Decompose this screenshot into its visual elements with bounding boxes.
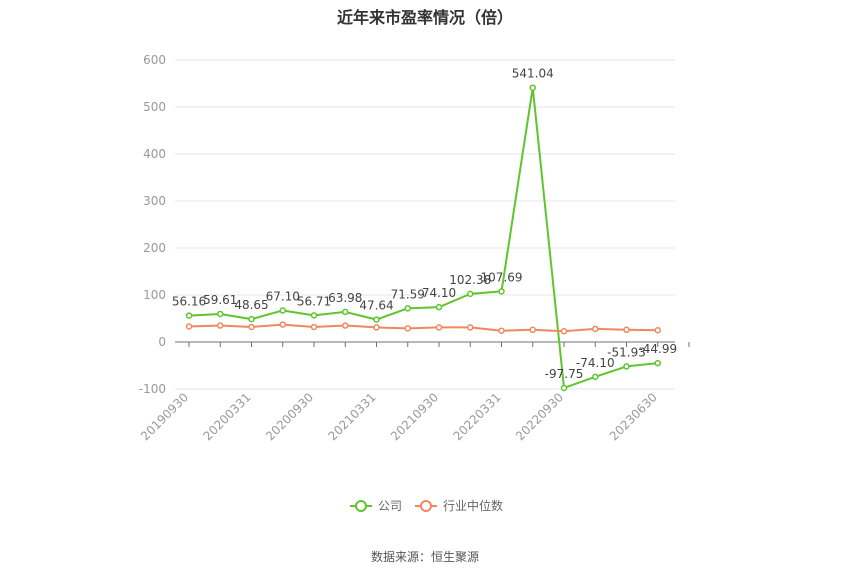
data-label: -97.75 bbox=[545, 367, 584, 381]
x-tick-label: 20230630 bbox=[607, 390, 660, 443]
data-point bbox=[435, 324, 443, 331]
source-label: 数据来源： bbox=[370, 550, 431, 564]
legend[interactable]: 公司 行业中位数 bbox=[350, 498, 503, 513]
legend-marker bbox=[420, 500, 432, 512]
data-point bbox=[623, 326, 630, 334]
data-point bbox=[404, 325, 411, 332]
data-label: 67.10 bbox=[266, 289, 300, 303]
y-tick-label: 200 bbox=[143, 241, 166, 255]
data-point bbox=[373, 316, 380, 323]
data-point bbox=[560, 384, 568, 392]
data-point bbox=[560, 327, 568, 335]
data-point bbox=[310, 323, 318, 331]
x-tick-label: 20220331 bbox=[451, 390, 504, 443]
data-point bbox=[310, 312, 318, 319]
data-point bbox=[592, 373, 599, 381]
data-point bbox=[529, 84, 536, 91]
data-label: 48.65 bbox=[234, 298, 268, 312]
data-point bbox=[592, 325, 599, 333]
grid-lines bbox=[175, 59, 675, 390]
x-tick-label: 20200331 bbox=[201, 390, 254, 443]
data-label: 102.38 bbox=[449, 273, 491, 287]
x-tick-label: 20220930 bbox=[513, 390, 566, 443]
legend-item-industry-median[interactable]: 行业中位数 bbox=[415, 498, 503, 513]
chart-title: 近年来市盈率情况（倍） bbox=[336, 8, 513, 27]
data-point bbox=[373, 324, 380, 331]
series-lines bbox=[185, 84, 661, 392]
data-label: 71.59 bbox=[391, 287, 425, 301]
data-point bbox=[342, 322, 349, 329]
legend-label: 公司 bbox=[378, 499, 402, 513]
legend-item-company[interactable]: 公司 bbox=[350, 499, 402, 513]
data-point bbox=[467, 290, 474, 298]
legend-label: 行业中位数 bbox=[443, 498, 503, 513]
data-point bbox=[248, 315, 255, 323]
data-point bbox=[248, 323, 255, 331]
series-line-company bbox=[188, 86, 658, 389]
data-label: 541.04 bbox=[512, 67, 554, 81]
x-tick-label: 20200930 bbox=[263, 390, 316, 443]
data-point bbox=[654, 327, 661, 334]
data-source: 数据来源：恒生聚源 bbox=[0, 548, 850, 565]
data-label: -51.93 bbox=[607, 345, 646, 359]
data-point bbox=[467, 324, 474, 331]
y-tick-label: 300 bbox=[143, 194, 166, 208]
y-tick-label: 500 bbox=[143, 100, 166, 114]
data-point bbox=[217, 322, 224, 329]
data-point bbox=[654, 359, 661, 367]
data-point bbox=[279, 321, 286, 328]
data-point bbox=[217, 310, 224, 318]
data-point bbox=[623, 363, 630, 370]
data-point bbox=[404, 305, 411, 312]
y-tick-label: -100 bbox=[139, 382, 166, 396]
data-label: -44.99 bbox=[638, 342, 677, 356]
data-point bbox=[498, 327, 505, 334]
data-label: -74.10 bbox=[576, 356, 615, 370]
data-point bbox=[435, 303, 443, 311]
y-tick-label: 0 bbox=[158, 335, 166, 349]
x-tick-label: 20210331 bbox=[326, 390, 379, 443]
data-label: 47.64 bbox=[359, 299, 393, 313]
data-point bbox=[498, 288, 505, 295]
data-point bbox=[342, 308, 349, 316]
data-point bbox=[529, 326, 536, 334]
series-line-industry-median bbox=[188, 323, 658, 333]
data-label: 56.16 bbox=[172, 295, 206, 309]
data-point bbox=[279, 307, 286, 314]
y-tick-label: 400 bbox=[143, 147, 166, 161]
data-labels: 56.1659.6148.6567.1056.7163.9847.6471.59… bbox=[172, 67, 677, 381]
data-label: 56.71 bbox=[297, 294, 331, 308]
y-tick-label: 100 bbox=[143, 288, 166, 302]
data-label: 63.98 bbox=[328, 291, 362, 305]
x-tick-label: 20190930 bbox=[138, 390, 191, 443]
source-name: 恒生聚源 bbox=[431, 550, 480, 564]
data-label: 107.69 bbox=[481, 270, 523, 284]
y-tick-label: 600 bbox=[143, 53, 166, 67]
x-tick-label: 20210930 bbox=[388, 390, 441, 443]
legend-marker bbox=[355, 500, 367, 512]
data-point bbox=[185, 312, 193, 319]
data-label: 74.10 bbox=[422, 286, 456, 300]
data-label: 59.61 bbox=[203, 293, 237, 307]
data-point bbox=[185, 323, 193, 330]
